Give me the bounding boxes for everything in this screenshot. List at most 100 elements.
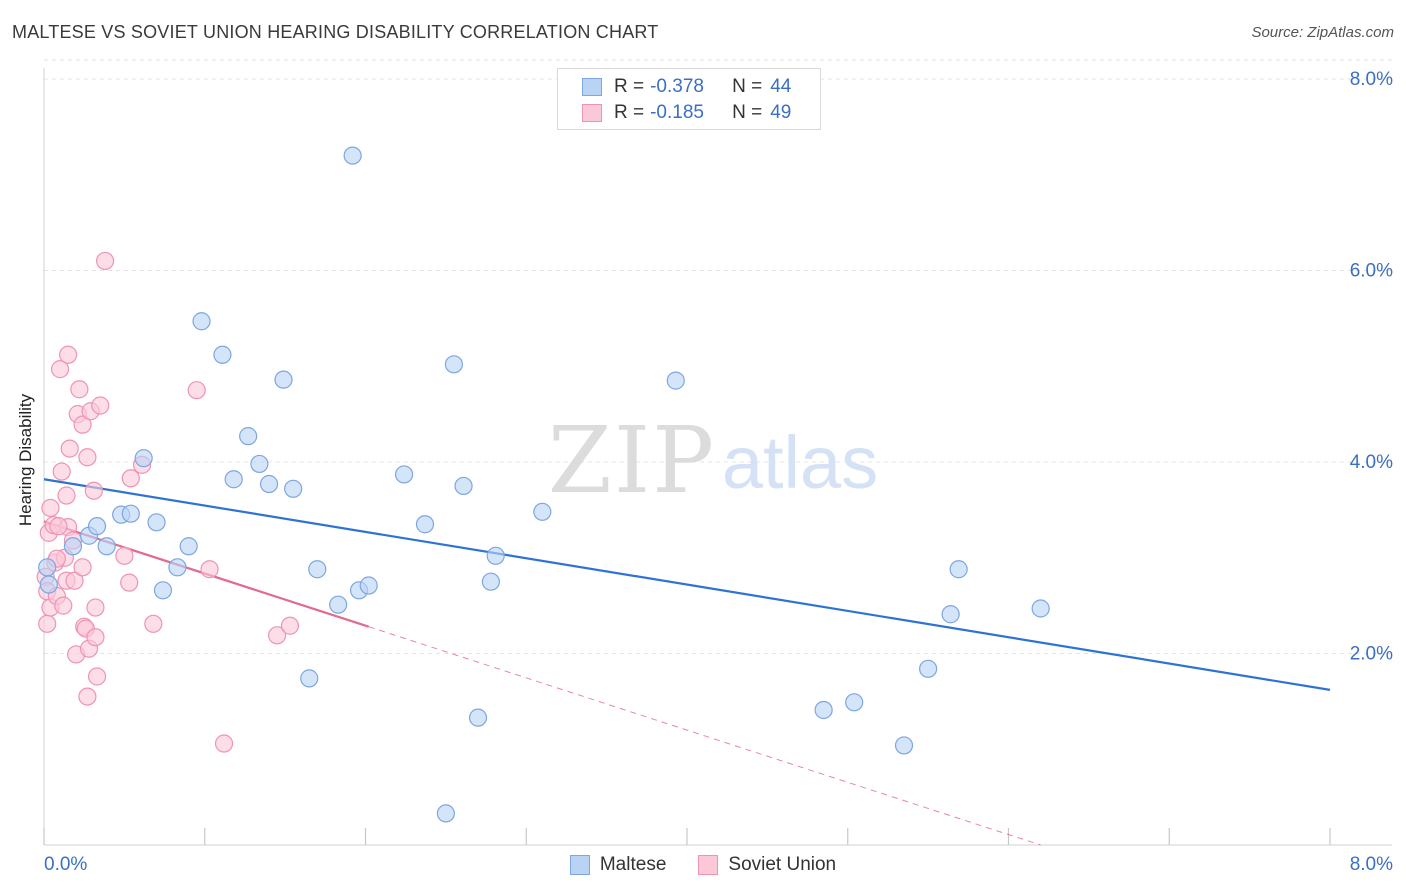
point-maltese bbox=[845, 693, 864, 712]
point-soviet-union bbox=[50, 360, 70, 379]
legend-swatch-soviet-union bbox=[582, 104, 602, 122]
legend-swatch-soviet-union bbox=[698, 855, 719, 875]
point-maltese bbox=[343, 146, 362, 165]
point-maltese bbox=[259, 474, 279, 494]
point-soviet-union bbox=[87, 667, 107, 686]
point-soviet-union bbox=[86, 598, 105, 617]
legend-item-soviet-union[interactable]: Soviet Union bbox=[698, 854, 836, 876]
point-maltese bbox=[39, 575, 58, 594]
point-maltese bbox=[486, 546, 505, 565]
point-soviet-union bbox=[95, 251, 115, 271]
legend-n-label: N = bbox=[732, 76, 763, 97]
legend-n-label: N = bbox=[732, 102, 763, 123]
legend-label-soviet-union: Soviet Union bbox=[728, 854, 837, 875]
point-soviet-union bbox=[187, 381, 206, 400]
point-maltese bbox=[454, 476, 473, 496]
point-soviet-union bbox=[121, 469, 140, 488]
legend-item-maltese[interactable]: Maltese bbox=[569, 854, 667, 876]
point-maltese bbox=[134, 449, 153, 468]
point-soviet-union bbox=[65, 571, 84, 590]
point-maltese bbox=[300, 669, 319, 688]
point-maltese bbox=[481, 572, 500, 591]
points-layer bbox=[36, 146, 1050, 823]
point-maltese bbox=[919, 659, 938, 678]
series-legend: Maltese Soviet Union bbox=[0, 852, 1406, 878]
tick-label-layer: 2.0% 4.0% 6.0% 8.0% 0.0% 8.0% bbox=[44, 69, 1393, 875]
point-soviet-union bbox=[91, 396, 110, 415]
x-tick-label: 0.0% bbox=[44, 854, 87, 875]
point-maltese bbox=[308, 560, 327, 579]
point-maltese bbox=[213, 345, 232, 364]
x-tick-label: 8.0% bbox=[1350, 854, 1393, 875]
point-maltese bbox=[894, 736, 914, 755]
legend-n-value: 49 bbox=[770, 102, 792, 123]
point-soviet-union bbox=[84, 481, 103, 500]
point-soviet-union bbox=[57, 486, 76, 505]
trend-layer bbox=[43, 478, 1331, 846]
point-maltese bbox=[329, 595, 348, 614]
y-tick-label: 2.0% bbox=[1350, 644, 1393, 665]
point-soviet-union bbox=[200, 560, 219, 579]
point-soviet-union bbox=[60, 439, 79, 458]
point-maltese bbox=[666, 371, 685, 390]
point-maltese bbox=[38, 558, 57, 577]
watermark-zip: ZIP bbox=[548, 407, 716, 514]
point-maltese bbox=[284, 479, 303, 498]
legend-r-value: -0.378 bbox=[650, 76, 704, 97]
point-soviet-union bbox=[144, 614, 163, 633]
legend-label-maltese: Maltese bbox=[599, 854, 667, 875]
legend-swatch-maltese bbox=[569, 855, 590, 875]
y-tick-label: 4.0% bbox=[1350, 452, 1393, 473]
point-maltese bbox=[1031, 599, 1050, 618]
legend-row-soviet-union: R = -0.185 N = 49 bbox=[582, 100, 791, 126]
point-maltese bbox=[394, 465, 414, 484]
legend-r-label: R = bbox=[614, 76, 645, 97]
point-maltese bbox=[63, 537, 83, 556]
point-soviet-union bbox=[41, 498, 60, 518]
point-maltese bbox=[814, 700, 833, 720]
axis-layer bbox=[43, 68, 1392, 846]
point-soviet-union bbox=[49, 517, 68, 536]
source-label: Source: ZipAtlas.com bbox=[1251, 24, 1394, 41]
chart-title: MALTESE VS SOVIET UNION HEARING DISABILI… bbox=[12, 22, 659, 42]
point-maltese bbox=[97, 537, 116, 556]
point-maltese bbox=[436, 804, 455, 823]
legend-r-value: -0.185 bbox=[650, 102, 704, 123]
point-soviet-union bbox=[267, 626, 287, 645]
point-maltese bbox=[179, 537, 198, 556]
point-maltese bbox=[359, 576, 378, 595]
point-maltese bbox=[468, 708, 488, 727]
point-soviet-union bbox=[52, 462, 71, 481]
point-maltese bbox=[250, 454, 269, 474]
point-maltese bbox=[153, 581, 173, 600]
grid-layer bbox=[44, 59, 1392, 654]
y-tick-label: 6.0% bbox=[1350, 261, 1393, 282]
point-soviet-union bbox=[54, 596, 73, 615]
trend-line-soviet-union-extrapolated bbox=[368, 626, 1041, 846]
point-soviet-union bbox=[120, 573, 139, 592]
point-soviet-union bbox=[115, 546, 134, 565]
point-maltese bbox=[415, 515, 435, 534]
point-soviet-union bbox=[78, 448, 97, 467]
point-soviet-union bbox=[86, 628, 105, 647]
y-tick-label: 8.0% bbox=[1350, 69, 1393, 90]
point-soviet-union bbox=[280, 616, 300, 635]
point-soviet-union bbox=[78, 687, 97, 706]
correlation-legend: R = -0.378 N = 44 R = -0.185 N = 49 bbox=[557, 68, 821, 130]
point-soviet-union bbox=[70, 380, 89, 399]
watermark: ZIP atlas bbox=[548, 407, 878, 514]
point-maltese bbox=[168, 558, 187, 577]
legend-n-value: 44 bbox=[770, 76, 792, 97]
point-maltese bbox=[147, 513, 166, 532]
point-maltese bbox=[533, 502, 552, 521]
point-maltese bbox=[949, 560, 968, 579]
point-maltese bbox=[239, 427, 258, 446]
legend-swatch-maltese bbox=[582, 78, 602, 96]
watermark-atlas: atlas bbox=[722, 421, 878, 504]
y-axis-label: Hearing Disability bbox=[16, 393, 35, 527]
point-soviet-union bbox=[59, 345, 78, 364]
point-maltese bbox=[121, 504, 140, 523]
legend-row-maltese: R = -0.378 N = 44 bbox=[582, 74, 791, 100]
trend-line-maltese bbox=[43, 478, 1331, 691]
